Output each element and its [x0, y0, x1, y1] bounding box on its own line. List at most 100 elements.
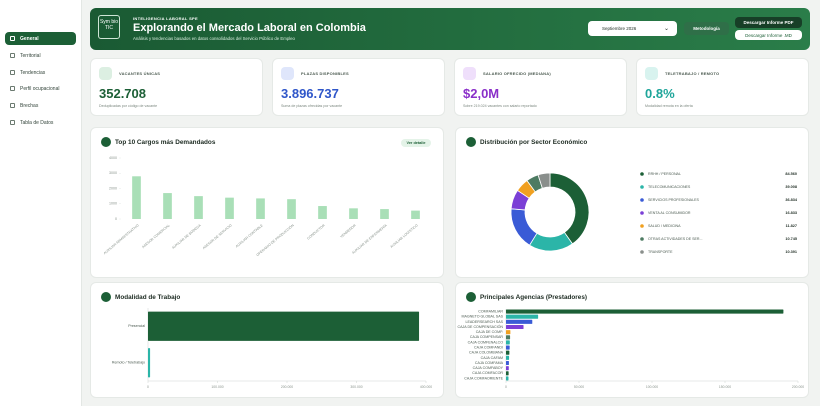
- header: Sym bio TIC INTELIGENCIA LABORAL SPE Exp…: [90, 8, 810, 50]
- nav-label: Tendencias: [20, 69, 46, 76]
- card-icon: [466, 292, 476, 302]
- button-label: Ver detalle: [406, 141, 426, 145]
- nav-item[interactable]: Territorial: [5, 49, 76, 62]
- period-label: Septiembre 2026: [602, 26, 637, 31]
- value-label: 39.008: [785, 185, 797, 189]
- x-tick-label: ASESOR COMERCIAL: [141, 223, 171, 249]
- chart-card: Modalidad de Trabajo 0 100.000 200.000 300.0…: [90, 282, 444, 398]
- y-tick-label: CAJA COMFAORIENTE: [464, 376, 503, 380]
- x-tick-label: CONDUCTOR: [306, 223, 326, 241]
- bar: [506, 345, 510, 350]
- nav-item[interactable]: Tendencias: [5, 66, 76, 79]
- value-label: 10.391: [785, 250, 797, 254]
- donut-segment: [510, 208, 538, 246]
- nav-item[interactable]: Tabla de Datos: [5, 116, 76, 129]
- header-subtitle: Análisis y tendencias basados en datos c…: [133, 36, 295, 41]
- chart: RRHH / PERSONAL 84.560 TELECOMUNICACIONES 3…: [510, 172, 798, 254]
- logo: Sym bio TIC: [98, 15, 120, 39]
- kpi-icon: [281, 67, 294, 80]
- bar: [318, 206, 327, 219]
- kpi-note: Suma de plazas ofrecidas por vacante: [281, 104, 343, 108]
- bar: [506, 376, 509, 381]
- kpi-icon: [645, 67, 658, 80]
- y-tick-label: CAJA COMFABOY: [473, 366, 504, 370]
- chart: 0 50.000 100.000 150.000 200.000 COMFAMILIARM…: [457, 309, 804, 389]
- pdf-button[interactable]: Descargar Informe PDF: [735, 17, 802, 28]
- kpi-card: VACANTES ÚNICAS 352.708 Deduplicadas por c…: [90, 58, 263, 116]
- value-label: 36.834: [785, 198, 798, 202]
- nav-label: Brechas: [20, 102, 39, 109]
- eyebrow: INTELIGENCIA LABORAL SPE: [133, 16, 198, 21]
- chart: 0 1000 2000 3000 4000 AUXILIAR ADMINISTRATIVO…: [103, 156, 420, 257]
- chevron: ⌄: [663, 26, 669, 32]
- nav-label: Perfil ocupacional: [20, 85, 60, 92]
- bar: [256, 198, 265, 219]
- kpi-note: Sobre 219.024 vacantes con salario repor…: [463, 104, 537, 108]
- kpi-note: Deduplicadas por código de vacante: [99, 104, 158, 108]
- legend-swatch: [640, 172, 644, 176]
- bar: [506, 371, 509, 376]
- chart-card: Top 10 Cargos más Demandados Ver detalle 0…: [90, 127, 444, 278]
- chart-title: Modalidad de Trabajo: [115, 294, 181, 301]
- bar: [148, 311, 420, 341]
- x-tick-label: 50.000: [574, 385, 584, 389]
- bar: [506, 319, 533, 324]
- x-tick-label: 150.000: [719, 385, 731, 389]
- bar: [225, 197, 234, 219]
- detail-button[interactable]: Ver detalle: [401, 139, 431, 147]
- donut-segment: [537, 172, 551, 189]
- y-tick-label: 4000: [109, 156, 117, 160]
- y-tick-label: CAJA COMFENALCO: [468, 340, 504, 344]
- x-tick-label: 200.000: [792, 385, 804, 389]
- legend-label: RRHH / PERSONAL: [648, 172, 681, 176]
- legend-swatch: [640, 198, 644, 202]
- bar: [506, 309, 784, 314]
- card-icon: [101, 137, 111, 147]
- legend-swatch: [640, 237, 644, 241]
- period-select[interactable]: Septiembre 2026 ⌄: [588, 21, 677, 36]
- nav-item[interactable]: General: [5, 32, 76, 45]
- x-tick-label: AUXILIAR DE BODEGA: [171, 223, 202, 250]
- bar: [506, 366, 509, 371]
- bar: [506, 360, 509, 366]
- kpi-card: TELETRABAJO / REMOTO 0.8% Modalidad remota…: [636, 58, 809, 116]
- chart-card: Principales Agencias (Prestadores) 0 50.00…: [455, 282, 809, 398]
- y-tick-label: Remoto / Teletrabajo: [112, 361, 145, 365]
- y-tick-label: CAJA COMPENSAR: [470, 335, 504, 339]
- bar: [349, 208, 358, 219]
- kpi-label: TELETRABAJO / REMOTO: [665, 71, 720, 76]
- bar: [163, 193, 172, 219]
- y-tick-label: Presencial: [128, 324, 145, 328]
- x-tick-label: 300.000: [350, 385, 362, 389]
- x-tick-label: ASESOR DE SERVICIO: [202, 223, 233, 250]
- legend-label: TRANSPORTE: [648, 250, 673, 254]
- legend-swatch: [640, 211, 644, 215]
- x-tick-label: 0: [505, 385, 507, 389]
- y-tick-label: 3000: [109, 171, 117, 175]
- y-tick-label: 0: [115, 217, 117, 221]
- chart-card: Distribución por Sector Económico RRHH / …: [455, 127, 809, 278]
- x-tick-label: AUXILIAR CONTABLE: [235, 223, 265, 249]
- header-title: Explorando el Mercado Laboral en Colombi…: [133, 22, 366, 34]
- x-tick-label: AUXILIAR LOGÍSTICO: [389, 223, 419, 249]
- methodology-button[interactable]: Metodología: [684, 22, 729, 35]
- kpi-value: 352.708: [99, 86, 146, 101]
- y-tick-label: CAJA COMFANDI: [474, 346, 503, 350]
- x-tick-label: 400.000: [420, 385, 432, 389]
- card-icon: [101, 292, 111, 302]
- y-tick-label: LEADERSEARCH SAS: [465, 320, 503, 324]
- value-label: 16.833: [785, 211, 797, 215]
- value-label: 10.745: [785, 237, 797, 241]
- legend-label: SALUD / MEDICINA: [648, 224, 681, 228]
- nav-item[interactable]: Perfil ocupacional: [5, 82, 76, 95]
- nav-item[interactable]: Brechas: [5, 99, 76, 112]
- button-label: Descargar Informe .MD: [745, 32, 792, 38]
- x-tick-label: AUXILIAR DE ENFERMERÍA: [351, 223, 388, 255]
- md-button[interactable]: Descargar Informe .MD: [735, 30, 802, 40]
- donut-segment: [549, 172, 590, 245]
- sidebar: General Territorial Tendencias Perfil oc…: [0, 0, 82, 406]
- card-icon: [466, 137, 476, 147]
- button-label: Descargar Informe PDF: [743, 20, 794, 25]
- y-tick-label: 2000: [109, 186, 117, 190]
